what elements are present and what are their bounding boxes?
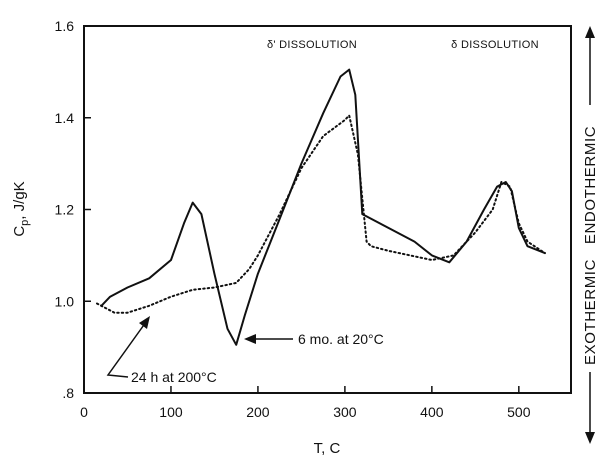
callout-24h-arrow <box>106 316 150 378</box>
y-tick-label: 1.6 <box>55 18 75 34</box>
y-tick-label: 1.4 <box>55 110 75 126</box>
callout-6mo-arrow <box>244 334 293 344</box>
x-tick-label: 100 <box>159 404 183 420</box>
y-axis-title: Cp, J/gK <box>11 181 31 236</box>
x-tick-label: 500 <box>507 404 531 420</box>
y-tick-label: 1.2 <box>55 202 75 218</box>
exothermic-label: EXOTHERMIC <box>582 259 598 365</box>
y-axis-ticks: .8 1.0 1.2 1.4 1.6 <box>55 18 91 401</box>
x-tick-label: 400 <box>420 404 444 420</box>
delta-prime-dissolution-label: δ' DISSOLUTION <box>267 39 357 51</box>
callout-6mo-label: 6 mo. at 20°C <box>298 331 384 347</box>
endothermic-label: ENDOTHERMIC <box>582 126 598 244</box>
endothermic-arrow <box>585 26 595 105</box>
series-line-solid <box>100 68 546 346</box>
series-layer <box>96 68 546 346</box>
callout-24h-label: 24 h at 200°C <box>131 369 217 385</box>
y-axis-title-c: C <box>11 226 28 237</box>
x-tick-label: 0 <box>80 404 88 420</box>
series-line-dotted <box>96 114 546 314</box>
y-axis-title-rest: , J/gK <box>11 181 28 219</box>
y-axis-title-sub: p <box>19 220 31 226</box>
x-tick-label: 300 <box>333 404 357 420</box>
x-tick-label: 200 <box>246 404 270 420</box>
y-tick-label: .8 <box>62 385 74 401</box>
x-axis-ticks: 0 100 200 300 400 500 <box>80 386 531 420</box>
delta-dissolution-label: δ DISSOLUTION <box>451 39 539 51</box>
y-tick-label: 1.0 <box>55 293 75 309</box>
x-axis-title: T, C <box>314 440 341 457</box>
exothermic-arrow <box>585 372 595 444</box>
